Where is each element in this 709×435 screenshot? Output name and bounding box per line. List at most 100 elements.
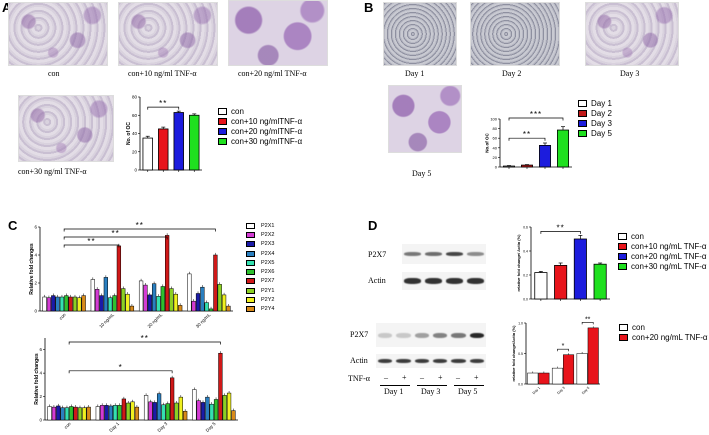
bar-c1-g2-s1 xyxy=(143,284,148,312)
bar-c1-g3-s8 xyxy=(221,294,227,312)
bar-c1-g2-s7 xyxy=(169,288,174,312)
significance-label: ** xyxy=(585,316,591,323)
legend-label: con+30 ng/mlTNF-α xyxy=(231,136,303,146)
legend-swatch xyxy=(618,262,627,270)
y-tick-label: 2 xyxy=(39,394,42,399)
bar-c1-g3-s4 xyxy=(204,302,209,312)
bar-c2-g0-s8 xyxy=(82,407,87,421)
y-axis-label: Relative fold changes xyxy=(29,243,35,295)
blot-band xyxy=(425,278,442,284)
bar-c1-g0-s4 xyxy=(59,296,65,312)
bar-c2-g2-s5 xyxy=(165,403,170,421)
blot-band xyxy=(451,332,466,338)
blot-band xyxy=(467,252,484,256)
legend-swatch xyxy=(618,242,627,250)
legend-swatch xyxy=(246,241,255,248)
caption-day1: Day 1 xyxy=(405,69,425,78)
bar-c1-g3-s7 xyxy=(217,284,222,312)
legend-item: con+20 ng/mL TNF-α xyxy=(618,251,707,261)
blot1-label-actin: Actin xyxy=(368,276,386,285)
y-axis-label: Relative fold changes xyxy=(34,353,40,405)
bar-c2-g3-s8 xyxy=(226,392,232,421)
treatment-sign: + xyxy=(402,373,407,382)
legend-label: con+20 ng/mL TNF-α xyxy=(631,251,707,261)
micrograph-20ng xyxy=(228,0,328,66)
x-tick-label: Day 3 xyxy=(556,386,565,395)
bar-d2-g2-s1 xyxy=(587,327,599,385)
y-tick-label: 80 xyxy=(493,126,498,131)
y-tick-label: 100 xyxy=(490,117,497,122)
bar-c2-g0-s5 xyxy=(69,406,74,421)
y-tick-label: 6 xyxy=(39,347,42,352)
caption-day3: Day 3 xyxy=(620,69,640,78)
y-tick-label: 80 xyxy=(132,95,138,100)
treatment-sign: + xyxy=(438,373,443,382)
legend-label: con+20 ng/mL TNF-α xyxy=(632,332,708,342)
blot-band xyxy=(377,359,393,363)
legend-label: Day 2 xyxy=(591,108,612,118)
bar-c1-g2-s8 xyxy=(173,293,178,312)
legend-swatch xyxy=(218,127,227,135)
blot1-p2x7 xyxy=(402,244,486,264)
significance-label: *** xyxy=(530,110,542,119)
treatment-sign: + xyxy=(474,373,479,382)
panel-label-d: D xyxy=(368,218,378,233)
bar-c1-g2-s4 xyxy=(156,296,161,312)
bar-b-3 xyxy=(557,129,569,168)
bar-c2-g2-s0 xyxy=(143,395,149,421)
legend-item: con+30 ng/mlTNF-α xyxy=(218,136,302,146)
legend-item: con+20 ng/mL TNF-α xyxy=(619,332,708,342)
bar-c1-g1-s8 xyxy=(125,293,130,312)
legend-label: P2Y1 xyxy=(261,287,275,294)
bar-c1-g1-s5 xyxy=(112,295,117,312)
y-tick-label: 20 xyxy=(132,149,138,154)
legend-item: Day 5 xyxy=(578,128,612,138)
x-tick-label: 10 ng/mL xyxy=(98,312,115,329)
legend-label: con+10 ng/mL TNF-α xyxy=(631,241,707,251)
legend-item: P2X2 xyxy=(246,230,274,239)
micrograph-day2 xyxy=(470,2,560,66)
legend-label: P2X4 xyxy=(261,250,275,257)
day-label: Day 5 xyxy=(458,387,478,396)
legend-swatch xyxy=(246,287,255,294)
bar-c2-g1-s6 xyxy=(121,398,127,421)
y-tick-label: 0.0 xyxy=(523,298,528,302)
significance-bracket xyxy=(63,236,168,240)
bar-b-2 xyxy=(539,144,551,168)
significance-bracket xyxy=(508,117,564,121)
legend-label: con+10 ng/mlTNF-α xyxy=(231,116,303,126)
x-tick-label: Day 3 xyxy=(156,421,168,433)
legend-swatch xyxy=(618,252,627,260)
blot-band xyxy=(451,359,466,363)
bar-c2-g0-s3 xyxy=(60,407,65,421)
legend-label: Day 3 xyxy=(591,118,612,128)
significance-label: * xyxy=(119,363,123,372)
micrograph-10ng xyxy=(118,2,218,66)
legend-label: con+20 ng/mlTNF-α xyxy=(231,126,303,136)
significance-label: ** xyxy=(87,237,95,246)
significance-bracket xyxy=(557,348,569,352)
y-tick-label: 60 xyxy=(493,136,498,141)
y-tick-label: 0 xyxy=(495,165,498,170)
bar-c1-g0-s5 xyxy=(64,295,69,312)
caption-day5: Day 5 xyxy=(412,169,432,178)
significance-bracket xyxy=(63,228,216,232)
x-tick-label: con xyxy=(58,312,67,321)
caption-con: con xyxy=(48,69,60,78)
significance-bracket xyxy=(147,106,180,110)
y-tick-label: 0.4 xyxy=(523,250,528,254)
blot2-label-p2x7: P2X7 xyxy=(350,330,369,339)
y-tick-label: 4 xyxy=(39,371,42,376)
bar-d2-g0-s0 xyxy=(527,372,539,385)
caption-20ng: con+20 ng/ml TNF-α xyxy=(238,69,307,78)
legend-swatch xyxy=(218,117,227,125)
bar-c2-g0-s4 xyxy=(64,407,70,421)
treatment-sign: – xyxy=(420,373,424,382)
significance-bracket xyxy=(581,322,594,325)
x-tick-label: Day 5 xyxy=(205,421,217,433)
blot-band xyxy=(467,278,484,284)
bar-c1-g2-s6 xyxy=(165,235,170,312)
blot-band xyxy=(432,332,448,338)
